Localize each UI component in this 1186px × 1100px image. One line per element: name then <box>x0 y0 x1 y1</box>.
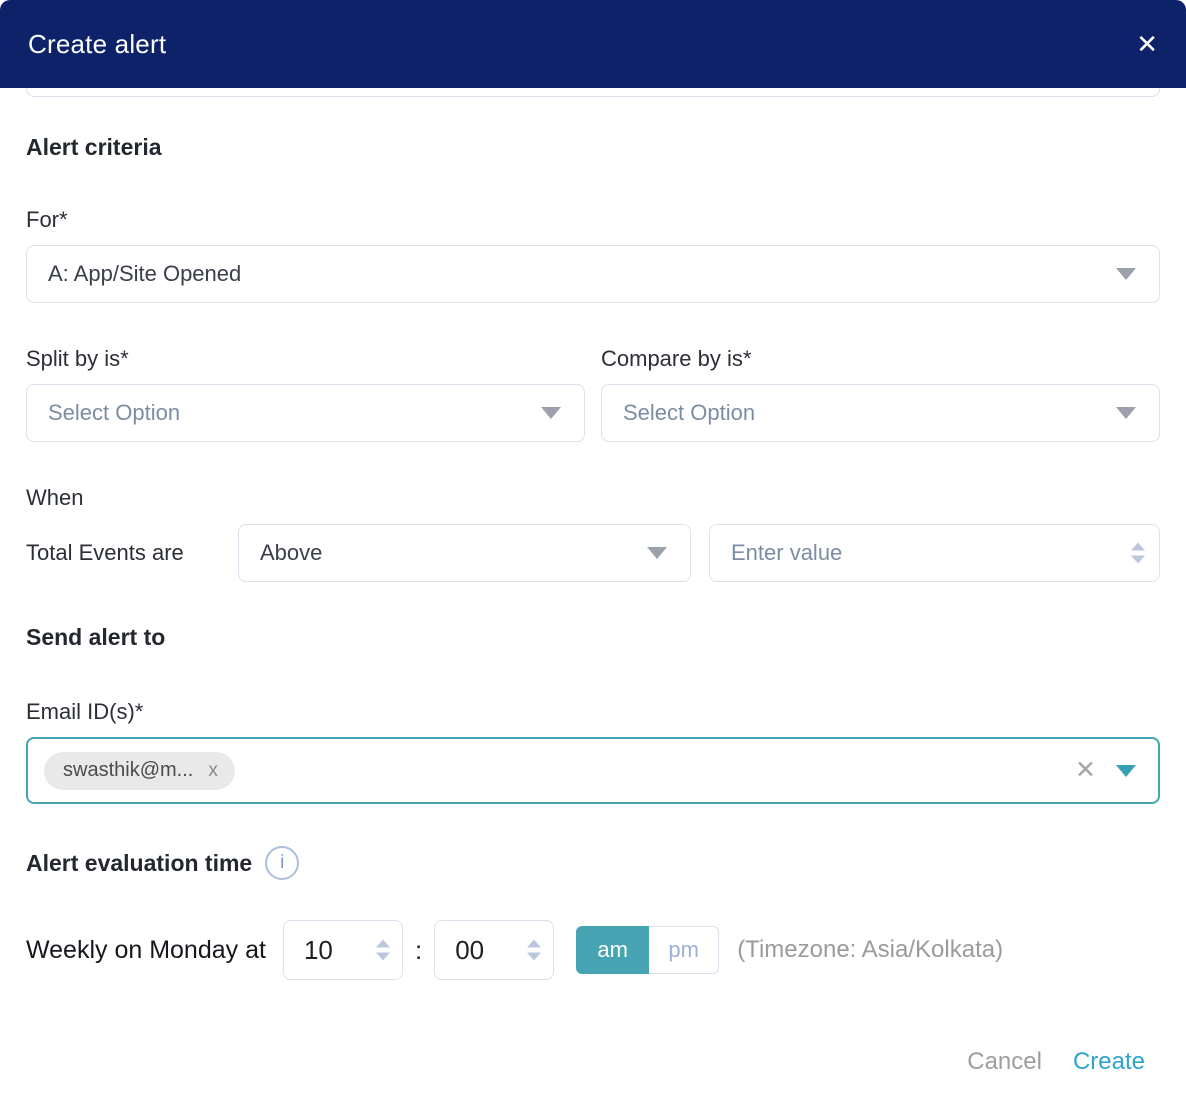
split-by-placeholder: Select Option <box>48 400 181 425</box>
spinner-up-icon[interactable] <box>375 939 390 948</box>
meridiem-toggle: am pm <box>576 926 720 974</box>
alert-criteria-heading: Alert criteria <box>26 134 162 160</box>
chevron-down-icon <box>1116 407 1136 419</box>
chip-remove-icon[interactable]: x <box>208 759 218 781</box>
hour-input[interactable] <box>283 921 402 979</box>
time-separator: : <box>414 934 423 965</box>
hour-spinner[interactable] <box>375 939 390 961</box>
create-button[interactable]: Create <box>1072 1048 1145 1075</box>
minute-input[interactable] <box>435 921 554 979</box>
threshold-value-input[interactable] <box>710 525 1159 581</box>
for-select-value: A: App/Site Opened <box>48 261 242 286</box>
cancel-button[interactable]: Cancel <box>967 1048 1042 1075</box>
pm-toggle-button[interactable]: pm <box>649 926 720 974</box>
schedule-prefix-text: Weekly on Monday at <box>26 935 266 964</box>
when-condition-row: Total Events are Above <box>26 524 1160 582</box>
threshold-value-field <box>709 524 1160 582</box>
send-alert-to-heading: Send alert to <box>26 624 166 650</box>
email-ids-label: Email ID(s)* <box>26 699 144 724</box>
when-prefix-text: Total Events are <box>26 540 184 565</box>
am-toggle-button[interactable]: am <box>576 926 650 974</box>
email-chip: swasthik@m... x <box>44 751 235 790</box>
spinner-down-icon[interactable] <box>375 952 390 961</box>
split-by-select[interactable]: Select Option <box>26 384 585 442</box>
email-field-controls: ✕ <box>1075 758 1136 783</box>
info-icon[interactable]: i <box>265 846 300 880</box>
modal-body: Alert criteria For* A: App/Site Opened S… <box>0 88 1186 1076</box>
email-multiselect[interactable]: swasthik@m... x ✕ <box>26 737 1160 804</box>
compare-by-select[interactable]: Select Option <box>601 384 1160 442</box>
timezone-text: (Timezone: Asia/Kolkata) <box>737 936 1004 963</box>
number-spinner[interactable] <box>1131 542 1145 564</box>
when-label: When <box>26 485 84 510</box>
compare-by-label: Compare by is* <box>601 346 752 371</box>
close-icon[interactable]: ✕ <box>1136 29 1158 59</box>
chevron-down-icon <box>1116 268 1136 280</box>
for-label: For* <box>26 207 68 232</box>
split-by-column: Split by is* Select Option <box>26 346 585 442</box>
clear-all-icon[interactable]: ✕ <box>1075 756 1096 784</box>
for-select[interactable]: A: App/Site Opened <box>26 245 1160 303</box>
chevron-down-icon[interactable] <box>1116 764 1136 777</box>
chevron-down-icon <box>541 407 561 419</box>
compare-by-column: Compare by is* Select Option <box>601 346 1160 442</box>
operator-select-value: Above <box>260 540 323 565</box>
chevron-down-icon <box>647 547 667 559</box>
alert-name-input-partial[interactable] <box>26 88 1160 97</box>
modal-header: Create alert ✕ <box>0 0 1186 88</box>
minute-spinner[interactable] <box>527 939 542 961</box>
evaluation-time-row: Alert evaluation time i <box>26 846 1160 880</box>
minute-stepper <box>434 920 555 980</box>
evaluation-time-heading: Alert evaluation time <box>26 849 253 876</box>
spinner-up-icon[interactable] <box>1131 542 1145 551</box>
operator-select[interactable]: Above <box>238 524 691 582</box>
split-by-label: Split by is* <box>26 346 129 371</box>
spinner-up-icon[interactable] <box>527 939 542 948</box>
spinner-down-icon[interactable] <box>527 952 542 961</box>
spinner-down-icon[interactable] <box>1131 555 1145 564</box>
email-chip-text: swasthik@m... <box>63 759 194 781</box>
split-compare-row: Split by is* Select Option Compare by is… <box>26 346 1160 442</box>
hour-stepper <box>282 920 403 980</box>
compare-by-placeholder: Select Option <box>623 400 756 425</box>
modal-title: Create alert <box>28 28 167 59</box>
schedule-row: Weekly on Monday at : am pm (Tim <box>26 920 1160 980</box>
modal-footer: Cancel Create <box>26 1048 1160 1076</box>
